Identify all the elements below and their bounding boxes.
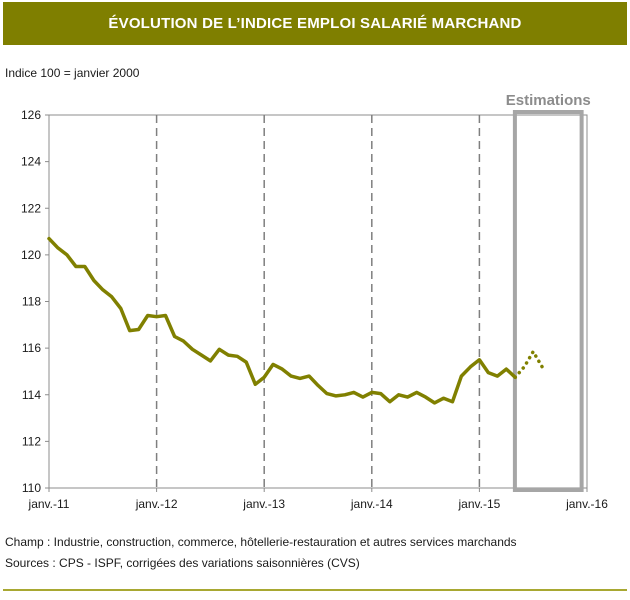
plot-frame [48, 114, 588, 489]
y-tick-label: 110 [22, 481, 41, 495]
estimation-label: Estimations [506, 92, 591, 109]
y-tick-label: 120 [21, 248, 41, 262]
x-tick-label: janv.-12 [135, 497, 178, 511]
y-tick-label: 118 [22, 295, 41, 309]
x-tick-label: janv.-15 [457, 497, 500, 511]
x-tick-label: janv.-16 [565, 497, 608, 511]
series-line-index [47, 236, 517, 405]
x-tick-label: janv.-11 [28, 497, 70, 511]
footer-sources: Sources : CPS - ISPF, corrigées des vari… [5, 556, 360, 570]
chart-title: ÉVOLUTION DE L’INDICE EMPLOI SALARIÉ MAR… [108, 15, 522, 32]
y-tick-label: 126 [21, 108, 41, 122]
footer-champ: Champ : Industrie, construction, commerc… [5, 535, 517, 549]
y-tick-label: 122 [21, 201, 41, 215]
x-tick-label: janv.-13 [242, 497, 285, 511]
y-tick-label: 112 [22, 434, 41, 448]
y-tick-label: 124 [21, 155, 41, 169]
bottom-divider [3, 589, 627, 591]
line-chart: 110 112 114 116 118 120 122 124 126 janv.-11 janv.… [21, 92, 608, 511]
y-tick-label: 114 [22, 388, 41, 402]
chart-subtitle: Indice 100 = janvier 2000 [5, 66, 140, 80]
series-line-estimations [513, 349, 544, 380]
chart-title-bar: ÉVOLUTION DE L’INDICE EMPLOI SALARIÉ MAR… [3, 2, 627, 45]
x-tick-label: janv.-14 [350, 497, 393, 511]
y-tick-label: 116 [22, 341, 41, 355]
estimation-box [512, 110, 584, 492]
